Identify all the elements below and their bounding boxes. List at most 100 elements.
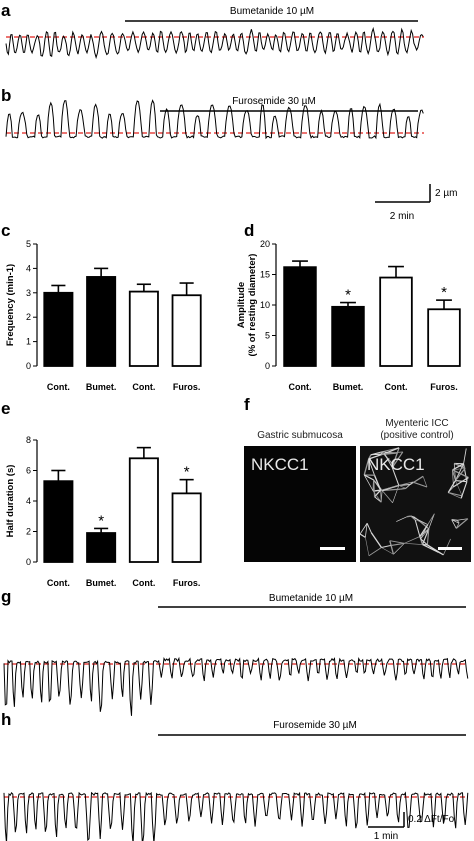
significance-star: * bbox=[441, 284, 447, 301]
icc-fiber bbox=[420, 528, 430, 540]
icc-fiber bbox=[391, 451, 404, 468]
icc-fiber bbox=[427, 544, 439, 553]
y-tick-label: 4 bbox=[26, 263, 31, 273]
bar-cont bbox=[283, 266, 317, 367]
icc-fiber bbox=[404, 536, 420, 544]
panel-g-trace bbox=[3, 656, 469, 716]
scale-ab-horizontal-label: 2 min bbox=[390, 211, 414, 222]
icc-fiber bbox=[360, 523, 368, 535]
icc-fiber bbox=[455, 518, 469, 529]
panel-a-label: a bbox=[1, 1, 11, 20]
icc-fiber bbox=[381, 547, 394, 555]
icc-fiber bbox=[452, 463, 464, 471]
icc-fiber bbox=[381, 545, 391, 548]
significance-star: * bbox=[184, 464, 190, 481]
bar-cont bbox=[43, 291, 74, 367]
bar-bumet bbox=[331, 305, 365, 367]
panel-b-drug-label: Furosemide 30 µM bbox=[232, 96, 316, 107]
icc-fiber bbox=[452, 469, 454, 487]
icc-fiber bbox=[443, 538, 451, 556]
icc-fiber bbox=[426, 528, 430, 545]
icc-fiber bbox=[447, 486, 454, 493]
scale-ab-vertical-label: 2 µm bbox=[435, 188, 457, 199]
icc-fiber bbox=[427, 513, 435, 525]
chart-e: e 0 2 4 6 8 Half duration (s) Cont. * Bumet. Cont.… bbox=[1, 399, 202, 588]
panel-f-left-scale-bar bbox=[320, 547, 345, 550]
icc-fiber bbox=[448, 492, 462, 499]
icc-fiber bbox=[365, 537, 370, 556]
scale-gh-vertical-label: 0.2 ΔFt/Fo bbox=[408, 814, 455, 825]
x-tick-label: Cont. bbox=[132, 578, 155, 588]
icc-fiber bbox=[451, 519, 458, 521]
x-tick-label: Cont. bbox=[47, 382, 70, 392]
icc-fiber bbox=[392, 485, 400, 503]
icc-fiber bbox=[420, 538, 428, 546]
icc-fiber bbox=[368, 458, 375, 476]
icc-fiber bbox=[363, 458, 370, 476]
icc-fiber bbox=[368, 547, 382, 557]
icc-fiber bbox=[451, 519, 457, 529]
x-tick-label: Furos. bbox=[430, 382, 458, 392]
icc-fiber bbox=[447, 480, 456, 493]
icc-fiber bbox=[360, 533, 366, 538]
panel-f-submucosa-image: NKCC1 bbox=[244, 446, 356, 562]
icc-fiber bbox=[415, 519, 428, 525]
y-tick-label: 5 bbox=[265, 331, 270, 341]
icc-fiber bbox=[373, 479, 381, 491]
icc-fiber bbox=[374, 496, 382, 503]
y-tick-label: 0 bbox=[265, 361, 270, 371]
icc-fiber bbox=[381, 490, 393, 504]
x-tick-label: Cont. bbox=[132, 382, 155, 392]
icc-fiber bbox=[384, 452, 398, 454]
icc-fiber bbox=[419, 524, 429, 537]
panel-f-icc-image: NKCC1 bbox=[360, 446, 471, 562]
icc-fiber bbox=[384, 447, 400, 455]
icc-fiber bbox=[406, 515, 411, 518]
x-tick-label: Bumet. bbox=[86, 578, 117, 588]
icc-fiber bbox=[452, 469, 469, 479]
y-tick-label: 2 bbox=[26, 312, 31, 322]
panel-g-label: g bbox=[1, 587, 11, 606]
icc-fiber bbox=[363, 474, 375, 481]
panel-f-right-title: Myenteric ICC (positive control) bbox=[360, 418, 474, 442]
panel-f-icc-network bbox=[360, 447, 469, 557]
icc-fiber bbox=[452, 467, 466, 471]
icc-fiber bbox=[384, 453, 393, 468]
y-tick-label: 20 bbox=[260, 239, 270, 249]
icc-fiber bbox=[422, 476, 428, 488]
icc-fiber bbox=[453, 463, 456, 481]
x-tick-label: Bumet. bbox=[333, 382, 364, 392]
panel-b-label: b bbox=[1, 86, 11, 105]
icc-fiber bbox=[380, 485, 399, 491]
icc-fiber bbox=[463, 448, 467, 464]
icc-fiber bbox=[392, 452, 398, 465]
bar-furos bbox=[427, 308, 461, 367]
panel-h-label: h bbox=[1, 710, 11, 729]
scale-gh-horizontal-label: 1 min bbox=[374, 831, 398, 841]
icc-fiber bbox=[400, 487, 407, 490]
bar-cont bbox=[43, 480, 74, 563]
y-axis-label: Half duration (s) bbox=[5, 465, 16, 538]
bar-bumet bbox=[86, 532, 117, 563]
panel-b-trace bbox=[5, 99, 424, 140]
x-tick-label: Cont. bbox=[47, 578, 70, 588]
y-axis-label: Frequency (min-1) bbox=[5, 264, 16, 346]
icc-fiber bbox=[410, 515, 416, 521]
icc-fiber bbox=[452, 469, 456, 481]
icc-fiber bbox=[363, 474, 374, 492]
y-tick-label: 3 bbox=[26, 288, 31, 298]
panel-f-right-title-line2: (positive control) bbox=[380, 430, 454, 441]
y-tick-label: 15 bbox=[260, 270, 270, 280]
icc-fiber bbox=[372, 479, 375, 492]
icc-fiber bbox=[428, 513, 435, 529]
icc-fiber bbox=[455, 480, 463, 497]
panel-e-label: e bbox=[1, 399, 10, 418]
y-tick-label: 2 bbox=[26, 527, 31, 537]
panel-f-left-image-text: NKCC1 bbox=[251, 455, 309, 474]
panel-a-drug-label: Bumetanide 10 µM bbox=[230, 6, 314, 17]
y-tick-label: 8 bbox=[26, 435, 31, 445]
icc-fiber bbox=[453, 476, 469, 488]
panel-d-label: d bbox=[244, 221, 254, 240]
icc-fiber bbox=[414, 519, 421, 537]
